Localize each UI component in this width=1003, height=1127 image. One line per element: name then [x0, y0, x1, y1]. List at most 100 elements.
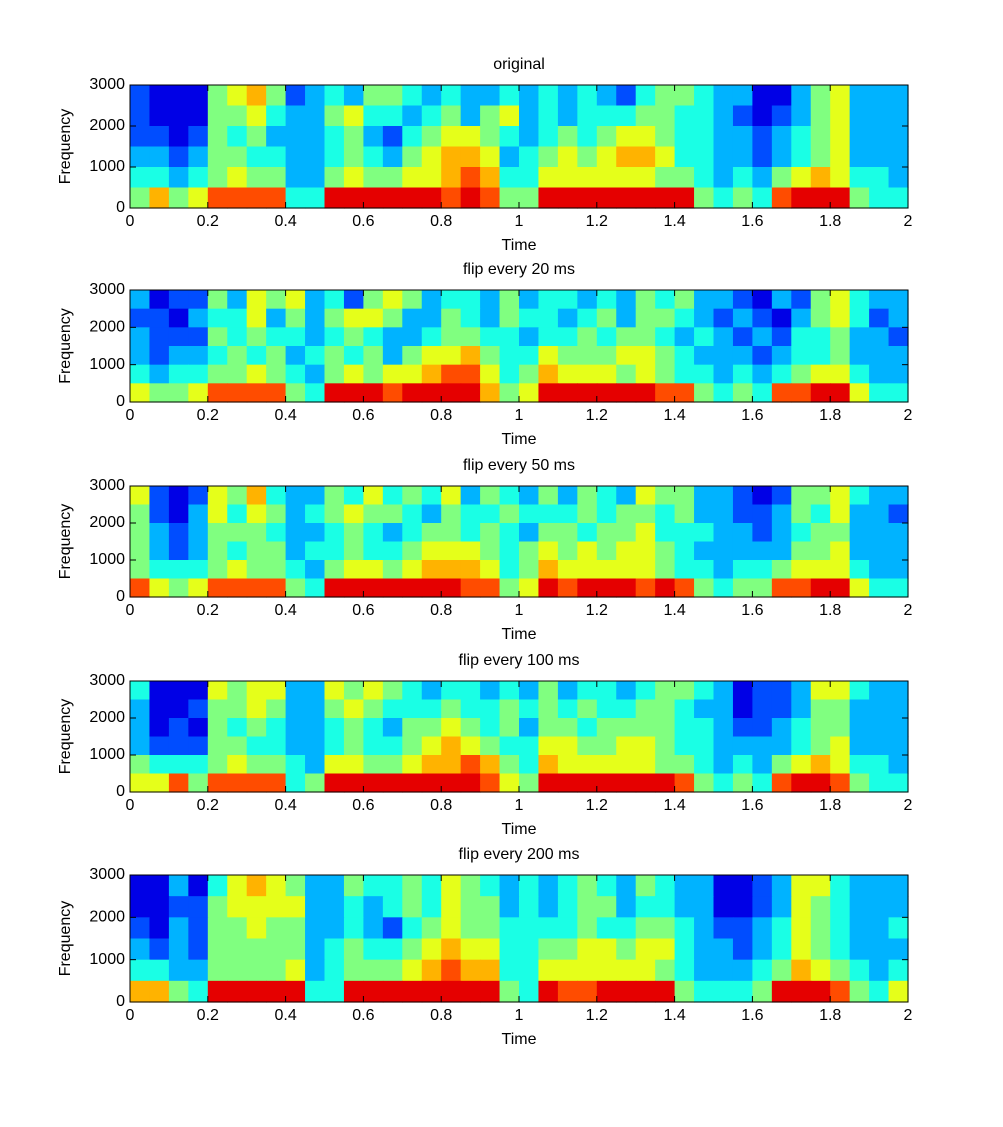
spectrogram-cell — [771, 875, 792, 897]
x-tick-label: 0 — [126, 602, 135, 619]
spectrogram-cell — [577, 383, 598, 403]
spectrogram-cell — [285, 578, 306, 598]
spectrogram-cell — [849, 755, 870, 775]
spectrogram-cell — [732, 875, 753, 897]
spectrogram-cell — [752, 681, 773, 701]
spectrogram-cell — [596, 126, 617, 148]
spectrogram-cell — [130, 85, 151, 107]
spectrogram-cell — [713, 383, 734, 403]
spectrogram-cell — [771, 523, 792, 543]
spectrogram-cell — [246, 875, 267, 897]
spectrogram-cell — [363, 167, 384, 189]
spectrogram-cell — [888, 167, 909, 189]
spectrogram-cell — [130, 486, 151, 506]
spectrogram-cell — [130, 346, 151, 366]
spectrogram-cell — [227, 718, 248, 738]
spectrogram-cell — [324, 187, 345, 209]
spectrogram-cell — [869, 290, 890, 310]
spectrogram-cell — [227, 105, 248, 127]
x-tick-label: 1.8 — [819, 407, 841, 424]
spectrogram-cell — [266, 290, 287, 310]
spectrogram-cell — [849, 917, 870, 940]
spectrogram-cell — [674, 896, 695, 918]
spectrogram-cell — [246, 959, 267, 982]
spectrogram-cell — [635, 755, 656, 775]
spectrogram-cell — [460, 938, 481, 961]
spectrogram-cell — [655, 541, 676, 561]
spectrogram-cell — [694, 980, 715, 1003]
spectrogram-cell — [577, 917, 598, 940]
spectrogram-cell — [480, 699, 501, 719]
spectrogram-cell — [363, 578, 384, 598]
spectrogram-cell — [246, 523, 267, 543]
spectrogram-cell — [694, 875, 715, 897]
spectrogram-cell — [557, 541, 578, 561]
spectrogram-cell — [849, 486, 870, 506]
spectrogram-cell — [130, 896, 151, 918]
spectrogram-cell — [616, 346, 637, 366]
spectrogram-cell — [655, 560, 676, 580]
spectrogram-cell — [596, 346, 617, 366]
spectrogram-cell — [830, 875, 851, 897]
spectrogram-cell — [480, 875, 501, 897]
spectrogram-cell — [246, 290, 267, 310]
spectrogram-cell — [168, 146, 189, 168]
spectrogram-cell — [849, 699, 870, 719]
spectrogram-cell — [149, 486, 170, 506]
spectrogram-cell — [285, 896, 306, 918]
spectrogram-cell — [538, 578, 559, 598]
spectrogram-cell — [460, 959, 481, 982]
spectrogram-cell — [752, 486, 773, 506]
spectrogram-cell — [674, 504, 695, 524]
spectrogram-cell — [149, 917, 170, 940]
spectrogram-cell — [888, 917, 909, 940]
spectrogram-cell — [752, 560, 773, 580]
spectrogram-cell — [168, 959, 189, 982]
spectrogram-cell — [480, 105, 501, 127]
spectrogram-cell — [791, 718, 812, 738]
spectrogram-cell — [460, 736, 481, 756]
spectrogram-cell — [188, 504, 209, 524]
y-axis-label: Frequency — [57, 699, 74, 775]
spectrogram-cell — [635, 959, 656, 982]
spectrogram-cell — [130, 383, 151, 403]
spectrogram-cell — [363, 486, 384, 506]
spectrogram-cell — [149, 383, 170, 403]
spectrogram-cell — [382, 875, 403, 897]
spectrogram-cell — [752, 523, 773, 543]
spectrogram-cell — [596, 105, 617, 127]
spectrogram-cell — [888, 578, 909, 598]
spectrogram-cell — [713, 523, 734, 543]
spectrogram-cell — [207, 773, 228, 793]
spectrogram-cell — [830, 718, 851, 738]
spectrogram-cell — [266, 364, 287, 384]
spectrogram-cell — [674, 383, 695, 403]
spectrogram-cell — [810, 736, 831, 756]
spectrogram-cell — [343, 980, 364, 1003]
spectrogram-cell — [227, 290, 248, 310]
spectrogram-cell — [130, 938, 151, 961]
spectrogram-cell — [285, 523, 306, 543]
spectrogram-cell — [149, 146, 170, 168]
spectrogram-cell — [577, 938, 598, 961]
y-tick-label: 0 — [116, 199, 125, 216]
y-tick-label: 2000 — [89, 709, 125, 726]
spectrogram-cell — [363, 383, 384, 403]
spectrogram-cell — [616, 308, 637, 328]
spectrogram-cell — [441, 681, 462, 701]
spectrogram-cell — [130, 146, 151, 168]
spectrogram-cell — [324, 486, 345, 506]
spectrogram-cell — [538, 699, 559, 719]
spectrogram-cell — [480, 364, 501, 384]
spectrogram-cell — [655, 523, 676, 543]
spectrogram-cell — [363, 126, 384, 148]
spectrogram-cell — [266, 938, 287, 961]
spectrogram-cell — [188, 290, 209, 310]
spectrogram-cell — [421, 167, 442, 189]
spectrogram-cell — [207, 681, 228, 701]
spectrogram-cell — [149, 346, 170, 366]
spectrogram-cell — [246, 308, 267, 328]
spectrogram-cell — [596, 560, 617, 580]
spectrogram-cell — [266, 167, 287, 189]
spectrogram-cell — [616, 560, 637, 580]
